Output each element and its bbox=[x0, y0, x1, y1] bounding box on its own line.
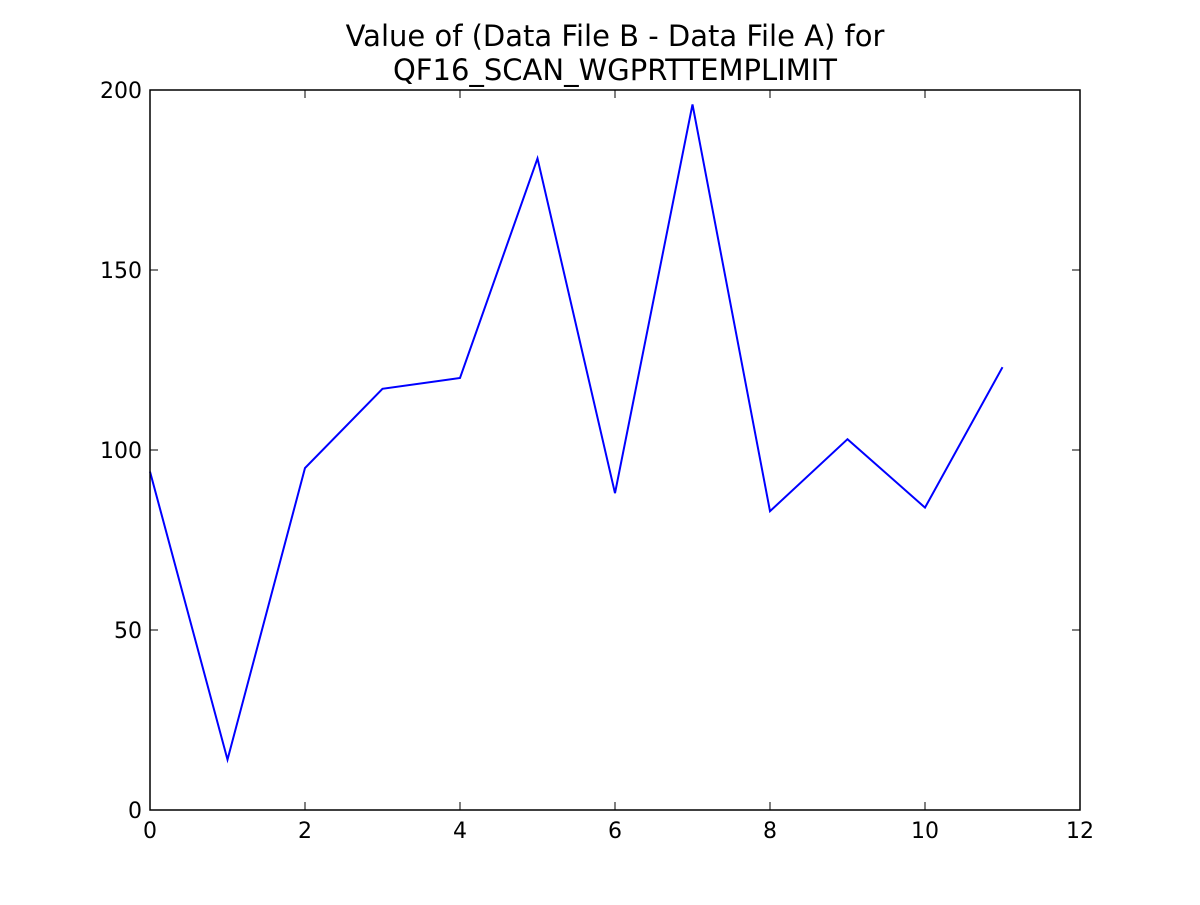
y-tick-label: 50 bbox=[114, 619, 142, 644]
plot-frame bbox=[149, 89, 1081, 811]
x-tick-label: 8 bbox=[763, 819, 777, 844]
y-tick-label: 0 bbox=[128, 799, 142, 824]
y-tick-label: 100 bbox=[100, 439, 142, 464]
x-tick-label: 6 bbox=[608, 819, 622, 844]
chart-title-line-1: Value of (Data File B - Data File A) for bbox=[346, 19, 885, 53]
series-line bbox=[149, 104, 1004, 764]
x-tick-label: 12 bbox=[1066, 819, 1094, 844]
y-tick-label: 200 bbox=[100, 79, 142, 104]
tick-labels: 0 2 4 6 8 10 12 0 50 100 150 200 bbox=[100, 79, 1094, 844]
y-tick-label: 150 bbox=[100, 259, 142, 284]
x-tick-label: 0 bbox=[143, 819, 157, 844]
x-tick-label: 10 bbox=[911, 819, 939, 844]
chart-title-line-2: QF16_SCAN_WGPRTTEMPLIMIT bbox=[393, 53, 837, 87]
series-layer bbox=[149, 104, 1004, 764]
x-tick-label: 4 bbox=[453, 819, 467, 844]
x-tick-label: 2 bbox=[298, 819, 312, 844]
